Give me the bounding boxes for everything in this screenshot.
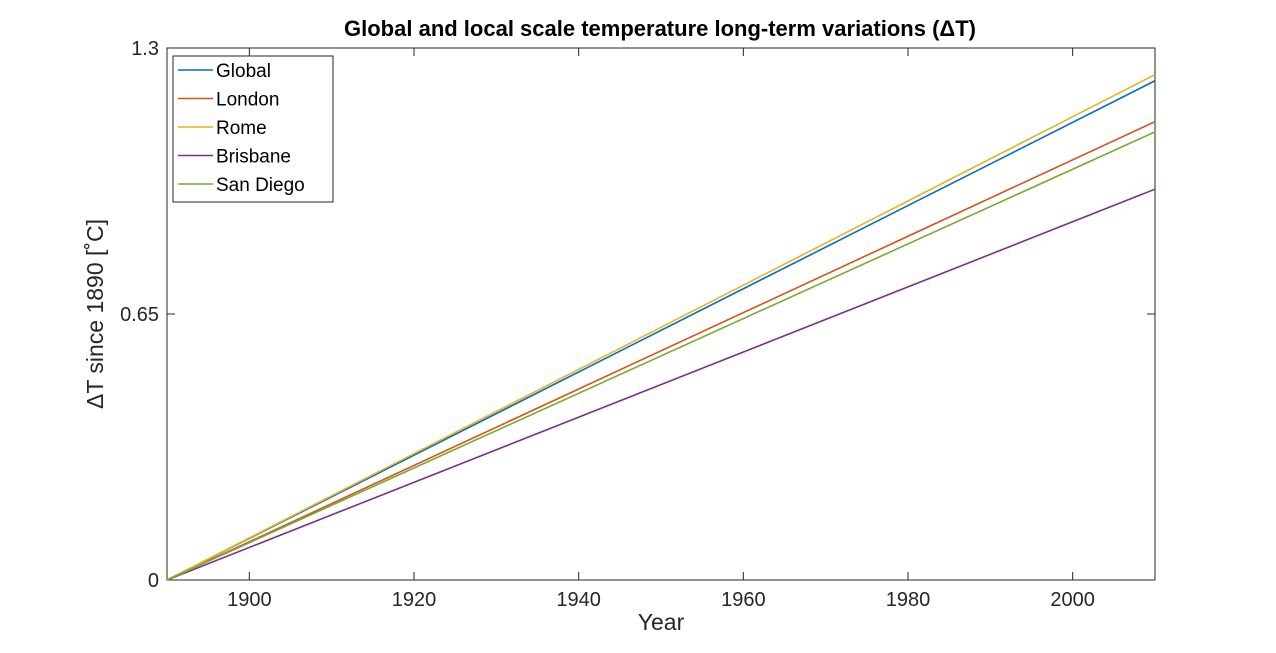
legend-label: Brisbane <box>216 147 291 168</box>
series-lines <box>166 73 1156 581</box>
series-line-global <box>166 80 1156 581</box>
y-axis-label: ΔT since 1890 [˚C] <box>82 219 108 409</box>
y-tick-label: 0.65 <box>120 304 159 326</box>
y-tick-label: 1.3 <box>131 38 159 60</box>
x-tick-label: 1940 <box>556 589 601 611</box>
series-line-london <box>166 120 1156 581</box>
legend-label: London <box>216 90 279 111</box>
legend-label: Global <box>216 61 271 82</box>
series-line-san-diego <box>166 131 1156 581</box>
chart-title: Global and local scale temperature long-… <box>344 16 976 41</box>
series-line-brisbane <box>166 188 1156 581</box>
y-tick-label: 0 <box>148 570 159 592</box>
x-tick-label: 1920 <box>392 589 437 611</box>
x-tick-label: 1900 <box>227 589 272 611</box>
x-tick-label: 1980 <box>886 589 931 611</box>
legend-box <box>172 55 334 203</box>
series-line-rome <box>166 73 1156 581</box>
legend: Global London Rome Brisbane San Diego <box>172 55 334 203</box>
x-tick-label: 1960 <box>721 589 766 611</box>
x-axis-label: Year <box>638 609 685 635</box>
legend-label: San Diego <box>216 175 305 196</box>
legend-label: Rome <box>216 118 267 139</box>
axis-ticks: 1900 1920 1940 1960 1980 2000 0 0.65 1.3 <box>120 38 1155 611</box>
x-tick-label: 2000 <box>1050 589 1095 611</box>
